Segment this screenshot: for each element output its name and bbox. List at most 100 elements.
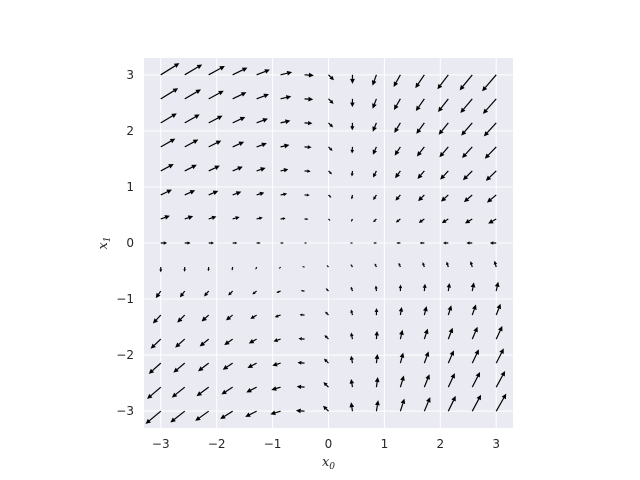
vector-arrow <box>256 167 266 172</box>
vector-arrow <box>298 337 305 341</box>
vector-arrow <box>201 314 210 322</box>
vector-arrow <box>350 146 355 154</box>
vector-arrow <box>184 215 194 220</box>
vector-arrow <box>328 194 332 198</box>
vector-arrow <box>484 146 497 159</box>
vector-arrow <box>373 194 377 201</box>
vector-arrow <box>155 290 162 299</box>
vector-arrow <box>232 67 248 76</box>
vector-arrow <box>440 170 449 180</box>
vector-arrow <box>252 290 257 295</box>
vector-arrow <box>471 304 477 316</box>
vector-arrow <box>297 360 305 365</box>
vector-arrow <box>372 122 377 132</box>
vector-arrow <box>471 372 481 388</box>
x-tick-label: −2 <box>208 437 226 451</box>
vector-arrow <box>374 308 379 316</box>
vector-arrow <box>170 410 186 423</box>
y-tick-label: 0 <box>126 236 134 250</box>
vector-arrow <box>147 386 162 399</box>
vector-arrow <box>325 288 329 292</box>
vector-arrow <box>417 170 425 179</box>
vector-arrow <box>274 314 281 318</box>
vector-arrow <box>304 169 311 173</box>
vector-arrow <box>394 122 401 133</box>
vector-arrow <box>395 170 401 179</box>
vector-arrow <box>446 261 449 268</box>
vector-arrow <box>495 325 503 340</box>
vector-arrow <box>296 384 305 390</box>
vector-arrow <box>270 410 281 416</box>
vector-arrow <box>232 166 243 172</box>
vector-arrow <box>471 326 478 340</box>
vector-arrow <box>395 194 401 201</box>
vector-arrow <box>171 386 186 398</box>
y-tick-label: 1 <box>126 180 134 194</box>
vector-arrow <box>255 266 258 270</box>
vector-arrow <box>248 338 257 344</box>
vector-arrow <box>224 338 234 346</box>
vector-arrow <box>250 314 257 319</box>
x-tick-label: 3 <box>492 437 500 451</box>
vector-arrow <box>184 164 197 172</box>
vector-arrow <box>462 170 473 181</box>
vector-arrow <box>418 194 425 202</box>
vector-arrow <box>494 281 500 292</box>
y-tick-label: 3 <box>126 68 134 82</box>
vector-arrow <box>184 241 191 245</box>
vector-arrow <box>256 142 267 148</box>
vector-arrow <box>442 241 449 245</box>
vector-arrow <box>349 402 355 412</box>
vector-arrow <box>372 146 377 155</box>
vector-arrow <box>423 374 430 388</box>
vector-arrow <box>485 170 497 181</box>
vector-arrow <box>207 266 210 272</box>
vector-arrow <box>460 98 473 114</box>
vector-arrow <box>471 394 482 412</box>
vector-arrow <box>300 289 305 292</box>
x-tick-label: 0 <box>325 437 333 451</box>
vector-arrow <box>280 217 286 221</box>
vector-arrow <box>488 218 497 224</box>
vector-arrow <box>350 98 355 108</box>
vector-arrow <box>447 350 455 364</box>
vector-arrow <box>350 74 355 84</box>
vector-arrow <box>272 362 281 367</box>
vector-arrow <box>393 98 401 110</box>
vector-arrow <box>208 90 224 100</box>
vector-arrow <box>374 353 380 364</box>
vector-arrow <box>323 405 329 412</box>
vector-arrow <box>160 113 177 124</box>
vector-arrow <box>256 93 269 100</box>
vector-arrow <box>184 89 201 100</box>
vector-arrow <box>160 163 174 172</box>
vector-arrow <box>396 241 401 245</box>
vector-arrow <box>208 190 219 196</box>
vector-arrow <box>304 242 308 244</box>
vector-arrow <box>271 386 281 391</box>
vector-field-arrows <box>145 63 507 424</box>
vector-arrow <box>324 335 329 340</box>
vector-arrow <box>232 191 242 196</box>
vector-arrow <box>195 410 210 421</box>
vector-arrow <box>447 327 454 340</box>
vector-arrow <box>278 266 282 269</box>
vector-arrow <box>199 338 210 347</box>
y-tick-label: 2 <box>126 124 134 138</box>
vector-arrow <box>395 218 401 223</box>
y-tick-label: −1 <box>116 292 134 306</box>
vector-arrow <box>415 98 425 112</box>
vector-arrow <box>416 146 425 157</box>
vector-arrow <box>232 241 238 245</box>
vector-arrow <box>495 303 502 316</box>
vector-arrow <box>204 290 210 297</box>
x-tick-label: −1 <box>264 437 282 451</box>
vector-arrow <box>469 261 474 268</box>
vector-arrow <box>160 63 180 76</box>
vector-arrow <box>228 290 234 296</box>
vector-arrow <box>208 115 223 124</box>
vector-arrow <box>276 290 281 293</box>
vector-arrow <box>232 116 246 124</box>
y-axis-label: x1 <box>96 236 113 249</box>
vector-arrow <box>299 313 305 317</box>
